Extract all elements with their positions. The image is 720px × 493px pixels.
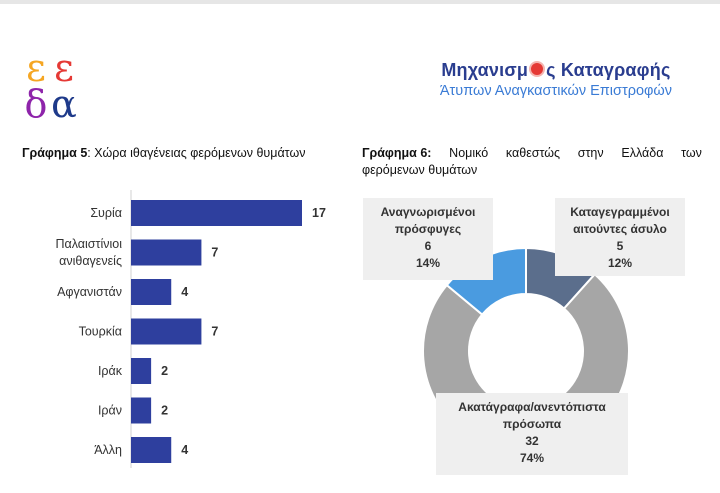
chart6-title-number: Γράφημα 6: [362, 146, 432, 160]
donut-slice-label: Ακατάγραφα/ανεντόπιστα πρόσωπα 32 74% [436, 393, 628, 475]
bar-chart: Συρία 17 Παλαιστίνιοι ανιθαγενείς 7 Αφγανιστά… [55, 190, 326, 468]
bar-category-label: Ιράν [98, 404, 122, 418]
logo-letter: ε [26, 46, 46, 90]
bar-value-label: 7 [211, 325, 218, 339]
bar [131, 279, 172, 305]
chart5-title-number: Γράφημα 5 [22, 146, 88, 160]
chart5-title: Γράφημα 5: Χώρα ιθαγένειας φερόμενων θυμ… [22, 145, 305, 162]
bar-category-label: Παλαιστίνιοι [55, 237, 122, 251]
chart6-title-word: καθεστώς [505, 146, 561, 160]
chart6-title-line1: Γράφημα 6: Νομικό καθεστώς στην Ελλάδα των [362, 145, 702, 162]
logo-letter: δ [24, 82, 48, 126]
chart6-title-word: στην [577, 146, 604, 160]
donut-slice-label: Αναγνωρισμένοι πρόσφυγες 6 14% [363, 198, 493, 280]
bar-category-label: Συρία [90, 206, 122, 220]
bar-value-label: 4 [181, 285, 188, 299]
bar [131, 358, 152, 384]
slice-percent: 12% [607, 256, 633, 270]
bar-category-label: ανιθαγενείς [59, 254, 122, 268]
bar-category-label: Τουρκία [79, 325, 122, 339]
bar-value-label: 17 [312, 206, 326, 220]
chart6-title-word: Νομικό [449, 146, 489, 160]
brand-title: Μηχανισμ ς Καταγραφής [440, 60, 672, 81]
bar [131, 397, 152, 424]
bar-category-label: Αφγανιστάν [57, 285, 122, 299]
bar-value-label: 4 [181, 443, 188, 457]
bar-value-label: 2 [161, 364, 168, 378]
slice-value: 6 [424, 239, 432, 253]
slice-name: αιτούντες άσυλο [573, 222, 667, 236]
bar [131, 318, 202, 345]
brand-subtitle: Άτυπων Αναγκαστικών Επιστροφών [439, 83, 672, 99]
chart6-title: Γράφημα 6: Νομικό καθεστώς στην Ελλάδα των φε… [362, 145, 702, 179]
bar-category-label: Άλλη [94, 443, 122, 457]
bar-category-label: Ιράκ [98, 364, 123, 378]
slice-value: 32 [525, 434, 539, 448]
slice-name: Αναγνωρισμένοι [380, 205, 476, 219]
slice-name: πρόσωπα [502, 417, 562, 431]
logo-letter: ε [54, 46, 74, 90]
bar [131, 239, 202, 266]
record-dot-icon [529, 61, 546, 77]
chart6-title-word: Ελλάδα [621, 146, 664, 160]
slice-value: 5 [616, 239, 624, 253]
donut-slice-label: Καταγεγραμμένοι αιτούντες άσυλο 5 12% [555, 198, 685, 276]
bar-value-label: 7 [211, 246, 218, 260]
eeda-logo: ε ε δ α [22, 46, 78, 126]
slice-name: Καταγεγραμμένοι [570, 205, 670, 219]
slice-percent: 74% [519, 451, 545, 465]
bar [131, 437, 172, 463]
slice-percent: 14% [415, 256, 441, 270]
slice-name: Ακατάγραφα/ανεντόπιστα [458, 400, 606, 414]
brand-title-end: ς Καταγραφής [546, 60, 671, 80]
brand-header: Μηχανισμ ς Καταγραφής Άτυπων Αναγκαστικών… [440, 60, 672, 99]
slice-name: πρόσφυγες [394, 222, 462, 236]
chart6-title-word: των [681, 146, 702, 160]
chart6-title-line2: φερόμενων θυμάτων [362, 163, 478, 177]
top-strip [0, 0, 720, 4]
chart5-title-text: : Χώρα ιθαγένειας φερόμενων θυμάτων [87, 146, 306, 160]
brand-title-start: Μηχανισμ [441, 60, 529, 80]
bar-value-label: 2 [161, 404, 168, 418]
logo-letter: α [51, 82, 77, 126]
bar [131, 200, 302, 226]
